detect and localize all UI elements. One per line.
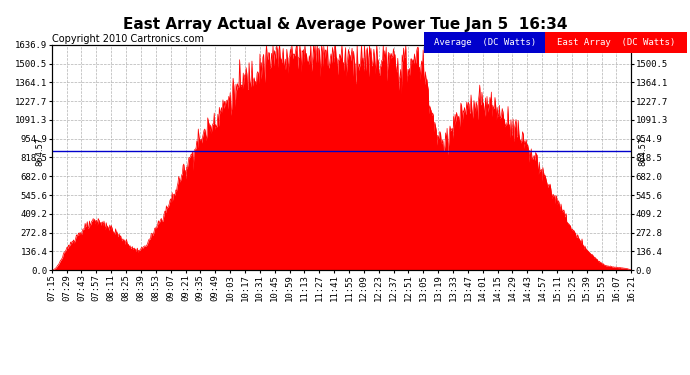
Text: Copyright 2010 Cartronics.com: Copyright 2010 Cartronics.com: [52, 34, 204, 44]
Text: Average  (DC Watts): Average (DC Watts): [433, 38, 536, 47]
Text: East Array  (DC Watts): East Array (DC Watts): [557, 38, 675, 47]
Text: 864.57: 864.57: [639, 136, 648, 166]
Text: East Array Actual & Average Power Tue Jan 5  16:34: East Array Actual & Average Power Tue Ja…: [123, 17, 567, 32]
Text: 864.57: 864.57: [35, 136, 44, 166]
